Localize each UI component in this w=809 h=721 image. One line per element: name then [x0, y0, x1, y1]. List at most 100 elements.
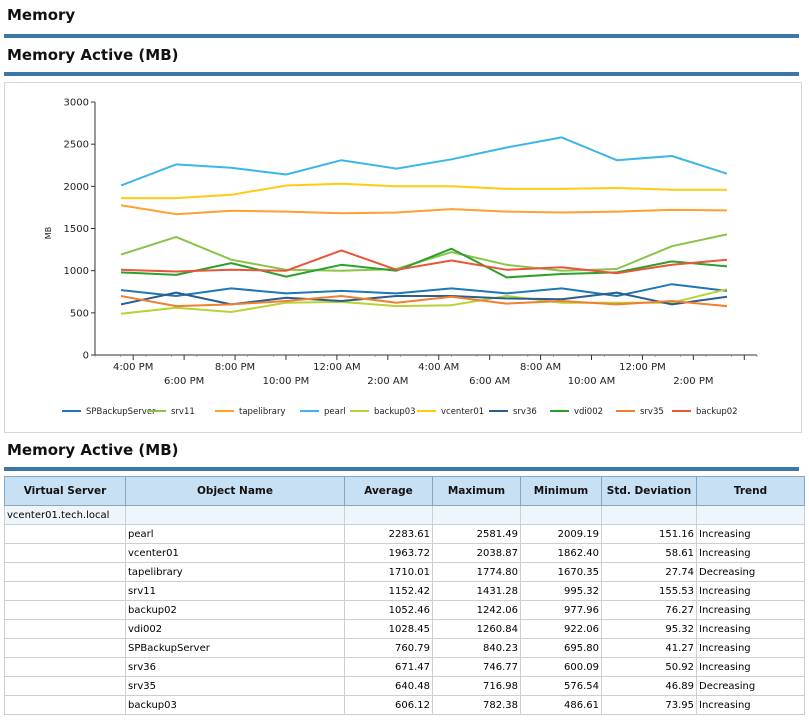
cell-maximum: 1774.80 [432, 562, 521, 582]
table-row: backup03 606.12 782.38 486.61 73.95 Increasin… [4, 695, 805, 715]
column-header-std-deviation[interactable]: Std. Deviation [601, 476, 697, 506]
table-row: tapelibrary 1710.01 1774.80 1670.35 27.74 Dec… [4, 562, 805, 582]
cell-minimum: 486.61 [520, 695, 602, 715]
x-tick-label: 2:00 AM [367, 376, 408, 387]
cell-maximum: 2581.49 [432, 524, 521, 544]
chart-section-title: Memory Active (MB) [7, 46, 179, 64]
cell-object: srv36 [125, 657, 345, 677]
cell-minimum: 1670.35 [520, 562, 602, 582]
series-line-backup02 [120, 249, 728, 275]
x-tick-label: 8:00 PM [215, 362, 255, 373]
cell-object: srv35 [125, 676, 345, 696]
column-header-object-name[interactable]: Object Name [125, 476, 345, 506]
cell-std: 73.95 [601, 695, 697, 715]
empty-virtual-server-cell [4, 600, 126, 620]
cell-trend: Increasing [696, 600, 805, 620]
y-tick-label: 1000 [64, 266, 89, 277]
cell-std: 95.32 [601, 619, 697, 639]
cell-std: 41.27 [601, 638, 697, 658]
column-header-minimum[interactable]: Minimum [520, 476, 602, 506]
y-tick-label: 2500 [64, 140, 89, 151]
cell-trend: Increasing [696, 619, 805, 639]
x-tick-label: 10:00 PM [263, 376, 310, 387]
x-tick-label: 2:00 PM [673, 376, 713, 387]
column-header-average[interactable]: Average [344, 476, 433, 506]
memory-active-chart-panel: 0 500 1000 1500 2000 2500 3000 MB 4:00 PM 8:00 PM… [4, 82, 802, 433]
memory-active-line-chart: 0 500 1000 1500 2000 2500 3000 MB 4:00 PM 8:00 PM… [44, 98, 758, 417]
cell-trend: Increasing [696, 657, 805, 677]
cell-object: vcenter01 [125, 543, 345, 563]
cell-minimum: 977.96 [520, 600, 602, 620]
memory-active-table-container: Virtual Server Object Name Average Maxim… [4, 476, 805, 715]
cell-average: 1052.46 [344, 600, 433, 620]
series-line-tapelibrary [120, 204, 728, 216]
cell-trend: Increasing [696, 638, 805, 658]
cell-object: srv11 [125, 581, 345, 601]
cell-maximum: 716.98 [432, 676, 521, 696]
empty-virtual-server-cell [4, 638, 126, 658]
cell-std: 46.89 [601, 676, 697, 696]
table-group-row: vcenter01.tech.local [4, 505, 805, 525]
cell-trend: Increasing [696, 581, 805, 601]
table-row: srv11 1152.42 1431.28 995.32 155.53 Increasin… [4, 581, 805, 601]
cell-maximum: 2038.87 [432, 543, 521, 563]
cell-std: 58.61 [601, 543, 697, 563]
memory-section-title: Memory [7, 6, 76, 24]
cell-trend: Increasing [696, 524, 805, 544]
empty-virtual-server-cell [4, 581, 126, 601]
cell-trend: Decreasing [696, 676, 805, 696]
table-row: vcenter01 1963.72 2038.87 1862.40 58.61 Incre… [4, 543, 805, 563]
x-tick-label: 12:00 AM [313, 362, 360, 373]
legend-label: srv11 [171, 407, 195, 417]
series-line-pearl [120, 136, 728, 187]
cell-average: 1963.72 [344, 543, 433, 563]
legend-label: tapelibrary [239, 407, 286, 417]
empty-virtual-server-cell [4, 524, 126, 544]
y-tick-label: 2000 [64, 182, 89, 193]
legend-label: pearl [324, 407, 346, 417]
table-row: pearl 2283.61 2581.49 2009.19 151.16 Increasi… [4, 524, 805, 544]
cell-object: SPBackupServer [125, 638, 345, 658]
cell-minimum: 695.80 [520, 638, 602, 658]
column-header-maximum[interactable]: Maximum [432, 476, 521, 506]
cell-trend: Decreasing [696, 562, 805, 582]
series-line-spbackupserver [120, 283, 728, 297]
series-line-vdi002 [120, 247, 728, 279]
y-tick-label: 0 [83, 351, 89, 362]
section-divider [4, 72, 799, 76]
y-axis-label: MB [44, 227, 53, 239]
legend-label: vcenter01 [441, 407, 484, 417]
x-tick-label: 12:00 PM [619, 362, 666, 373]
cell-std: 151.16 [601, 524, 697, 544]
cell-minimum: 576.54 [520, 676, 602, 696]
y-tick-label: 500 [70, 308, 89, 319]
x-tick-label: 4:00 PM [113, 362, 153, 373]
cell-std: 27.74 [601, 562, 697, 582]
column-header-virtual-server[interactable]: Virtual Server [4, 476, 126, 506]
cell-average: 1152.42 [344, 581, 433, 601]
table-row: backup02 1052.46 1242.06 977.96 76.27 Increas… [4, 600, 805, 620]
table-row: srv35 640.48 716.98 576.54 46.89 Decreasing [4, 676, 805, 696]
cell-maximum: 1242.06 [432, 600, 521, 620]
group-virtual-server: vcenter01.tech.local [4, 505, 126, 525]
cell-std: 76.27 [601, 600, 697, 620]
x-tick-label: 4:00 AM [418, 362, 459, 373]
legend-label: backup03 [374, 407, 416, 417]
cell-maximum: 746.77 [432, 657, 521, 677]
cell-minimum: 2009.19 [520, 524, 602, 544]
x-tick-label: 8:00 AM [520, 362, 561, 373]
column-header-trend[interactable]: Trend [696, 476, 805, 506]
cell-object: pearl [125, 524, 345, 544]
cell-trend: Increasing [696, 695, 805, 715]
cell-trend: Increasing [696, 543, 805, 563]
cell-average: 1710.01 [344, 562, 433, 582]
legend-label: srv36 [513, 407, 537, 417]
empty-virtual-server-cell [4, 695, 126, 715]
empty-virtual-server-cell [4, 562, 126, 582]
cell-std: 50.92 [601, 657, 697, 677]
empty-virtual-server-cell [4, 543, 126, 563]
series-line-srv36 [120, 291, 728, 306]
cell-maximum: 782.38 [432, 695, 521, 715]
cell-object: backup03 [125, 695, 345, 715]
legend-label: srv35 [640, 407, 664, 417]
